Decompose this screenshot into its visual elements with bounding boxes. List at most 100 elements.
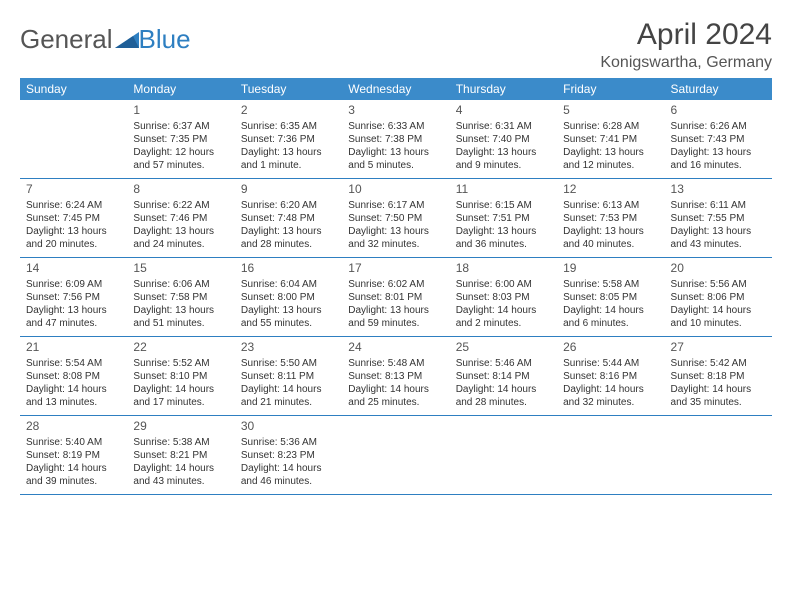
daylight-text: Daylight: 14 hours and 10 minutes.	[671, 304, 766, 330]
daylight-text: Daylight: 14 hours and 39 minutes.	[26, 462, 121, 488]
week-row: 28Sunrise: 5:40 AMSunset: 8:19 PMDayligh…	[20, 416, 772, 495]
daylight-text: Daylight: 13 hours and 28 minutes.	[241, 225, 336, 251]
sunrise-text: Sunrise: 6:35 AM	[241, 120, 336, 133]
daylight-text: Daylight: 13 hours and 16 minutes.	[671, 146, 766, 172]
sunset-text: Sunset: 7:53 PM	[563, 212, 658, 225]
daylight-text: Daylight: 14 hours and 13 minutes.	[26, 383, 121, 409]
day-number: 11	[456, 182, 551, 198]
daylight-text: Daylight: 14 hours and 25 minutes.	[348, 383, 443, 409]
day-number: 8	[133, 182, 228, 198]
sunrise-text: Sunrise: 6:33 AM	[348, 120, 443, 133]
day-number: 15	[133, 261, 228, 277]
day-cell: 5Sunrise: 6:28 AMSunset: 7:41 PMDaylight…	[557, 100, 664, 178]
day-cell: 21Sunrise: 5:54 AMSunset: 8:08 PMDayligh…	[20, 337, 127, 415]
day-cell: 12Sunrise: 6:13 AMSunset: 7:53 PMDayligh…	[557, 179, 664, 257]
sunrise-text: Sunrise: 6:28 AM	[563, 120, 658, 133]
sunrise-text: Sunrise: 5:46 AM	[456, 357, 551, 370]
daylight-text: Daylight: 14 hours and 21 minutes.	[241, 383, 336, 409]
sunrise-text: Sunrise: 6:22 AM	[133, 199, 228, 212]
day-number: 5	[563, 103, 658, 119]
sunrise-text: Sunrise: 5:54 AM	[26, 357, 121, 370]
day-cell: 9Sunrise: 6:20 AMSunset: 7:48 PMDaylight…	[235, 179, 342, 257]
sunset-text: Sunset: 7:58 PM	[133, 291, 228, 304]
sunset-text: Sunset: 8:14 PM	[456, 370, 551, 383]
sunrise-text: Sunrise: 5:44 AM	[563, 357, 658, 370]
logo-text-general: General	[20, 24, 113, 55]
day-number: 13	[671, 182, 766, 198]
day-number: 18	[456, 261, 551, 277]
daylight-text: Daylight: 13 hours and 20 minutes.	[26, 225, 121, 251]
day-number: 26	[563, 340, 658, 356]
daylight-text: Daylight: 13 hours and 9 minutes.	[456, 146, 551, 172]
sunrise-text: Sunrise: 5:48 AM	[348, 357, 443, 370]
day-number: 28	[26, 419, 121, 435]
sunrise-text: Sunrise: 6:37 AM	[133, 120, 228, 133]
day-cell: 29Sunrise: 5:38 AMSunset: 8:21 PMDayligh…	[127, 416, 234, 494]
sunset-text: Sunset: 8:06 PM	[671, 291, 766, 304]
sunset-text: Sunset: 8:10 PM	[133, 370, 228, 383]
sunrise-text: Sunrise: 5:36 AM	[241, 436, 336, 449]
daylight-text: Daylight: 13 hours and 55 minutes.	[241, 304, 336, 330]
sunset-text: Sunset: 8:13 PM	[348, 370, 443, 383]
daylight-text: Daylight: 13 hours and 12 minutes.	[563, 146, 658, 172]
day-number: 21	[26, 340, 121, 356]
sunset-text: Sunset: 8:00 PM	[241, 291, 336, 304]
sunset-text: Sunset: 8:21 PM	[133, 449, 228, 462]
week-row: 7Sunrise: 6:24 AMSunset: 7:45 PMDaylight…	[20, 179, 772, 258]
calendar: SundayMondayTuesdayWednesdayThursdayFrid…	[20, 78, 772, 495]
daylight-text: Daylight: 13 hours and 43 minutes.	[671, 225, 766, 251]
sunrise-text: Sunrise: 6:02 AM	[348, 278, 443, 291]
day-cell: 25Sunrise: 5:46 AMSunset: 8:14 PMDayligh…	[450, 337, 557, 415]
sunrise-text: Sunrise: 6:13 AM	[563, 199, 658, 212]
sunrise-text: Sunrise: 6:26 AM	[671, 120, 766, 133]
sunset-text: Sunset: 7:46 PM	[133, 212, 228, 225]
sunset-text: Sunset: 8:23 PM	[241, 449, 336, 462]
sunset-text: Sunset: 8:08 PM	[26, 370, 121, 383]
sunset-text: Sunset: 8:05 PM	[563, 291, 658, 304]
location: Konigswartha, Germany	[600, 54, 772, 72]
sunrise-text: Sunrise: 6:11 AM	[671, 199, 766, 212]
sunrise-text: Sunrise: 6:24 AM	[26, 199, 121, 212]
daylight-text: Daylight: 13 hours and 59 minutes.	[348, 304, 443, 330]
sunset-text: Sunset: 7:55 PM	[671, 212, 766, 225]
day-number: 6	[671, 103, 766, 119]
sunrise-text: Sunrise: 5:52 AM	[133, 357, 228, 370]
day-number: 14	[26, 261, 121, 277]
day-number: 3	[348, 103, 443, 119]
day-cell: 11Sunrise: 6:15 AMSunset: 7:51 PMDayligh…	[450, 179, 557, 257]
sunrise-text: Sunrise: 6:15 AM	[456, 199, 551, 212]
day-number: 25	[456, 340, 551, 356]
day-number: 24	[348, 340, 443, 356]
day-cell: 15Sunrise: 6:06 AMSunset: 7:58 PMDayligh…	[127, 258, 234, 336]
sunrise-text: Sunrise: 6:17 AM	[348, 199, 443, 212]
day-header-cell: Monday	[127, 78, 234, 100]
day-cell: 7Sunrise: 6:24 AMSunset: 7:45 PMDaylight…	[20, 179, 127, 257]
day-header-cell: Friday	[557, 78, 664, 100]
daylight-text: Daylight: 14 hours and 6 minutes.	[563, 304, 658, 330]
day-cell: 6Sunrise: 6:26 AMSunset: 7:43 PMDaylight…	[665, 100, 772, 178]
title-block: April 2024 Konigswartha, Germany	[600, 18, 772, 72]
day-cell: 1Sunrise: 6:37 AMSunset: 7:35 PMDaylight…	[127, 100, 234, 178]
logo-triangle-icon	[115, 26, 139, 53]
day-number: 10	[348, 182, 443, 198]
day-cell: 8Sunrise: 6:22 AMSunset: 7:46 PMDaylight…	[127, 179, 234, 257]
sunrise-text: Sunrise: 5:42 AM	[671, 357, 766, 370]
month-title: April 2024	[600, 18, 772, 52]
day-number: 16	[241, 261, 336, 277]
logo: General Blue	[20, 18, 191, 55]
day-number: 29	[133, 419, 228, 435]
day-cell: 14Sunrise: 6:09 AMSunset: 7:56 PMDayligh…	[20, 258, 127, 336]
daylight-text: Daylight: 12 hours and 57 minutes.	[133, 146, 228, 172]
weeks-container: 1Sunrise: 6:37 AMSunset: 7:35 PMDaylight…	[20, 100, 772, 495]
day-cell: 3Sunrise: 6:33 AMSunset: 7:38 PMDaylight…	[342, 100, 449, 178]
sunset-text: Sunset: 7:50 PM	[348, 212, 443, 225]
day-number: 7	[26, 182, 121, 198]
day-cell	[665, 416, 772, 494]
day-cell: 16Sunrise: 6:04 AMSunset: 8:00 PMDayligh…	[235, 258, 342, 336]
sunset-text: Sunset: 8:18 PM	[671, 370, 766, 383]
sunset-text: Sunset: 7:40 PM	[456, 133, 551, 146]
sunset-text: Sunset: 8:01 PM	[348, 291, 443, 304]
day-cell: 27Sunrise: 5:42 AMSunset: 8:18 PMDayligh…	[665, 337, 772, 415]
daylight-text: Daylight: 14 hours and 46 minutes.	[241, 462, 336, 488]
sunset-text: Sunset: 7:41 PM	[563, 133, 658, 146]
